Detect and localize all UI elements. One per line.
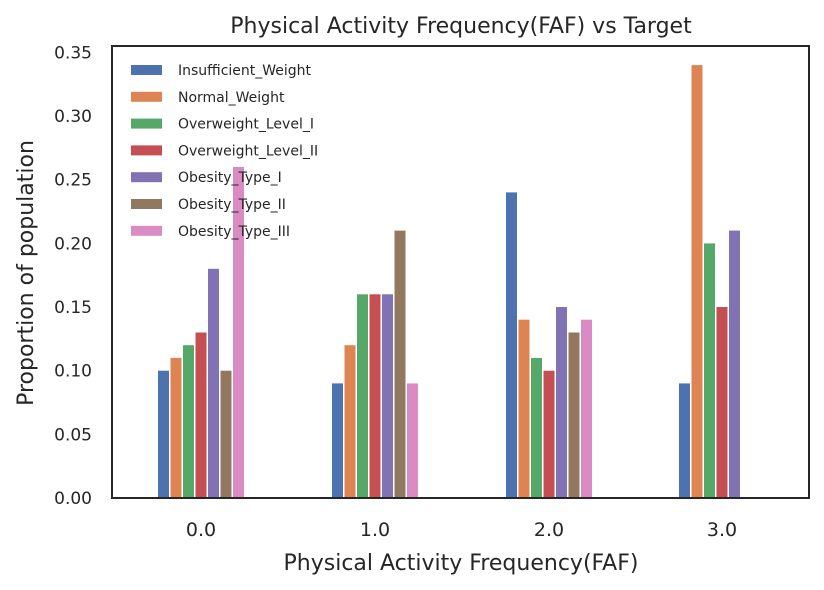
legend-label: Overweight_Level_I (178, 117, 314, 133)
legend-swatch-obesity-type-ii (131, 199, 162, 209)
y-tick-label: 0.05 (54, 425, 92, 445)
x-tick-label: 0.0 (186, 519, 216, 541)
bar-overweight-level-i-0.0 (183, 345, 194, 498)
bar-insufficient-weight-3.0 (679, 383, 690, 498)
y-tick-label: 0.30 (54, 107, 92, 127)
x-tick-label: 3.0 (707, 519, 737, 541)
bar-insufficient-weight-2.0 (506, 192, 517, 498)
x-tick-label: 2.0 (534, 519, 564, 541)
legend: Insufficient_Weight Normal_Weight Overweig… (131, 63, 318, 240)
bar-normal-weight-2.0 (518, 319, 530, 498)
bar-obesity-type-i-0.0 (208, 268, 219, 498)
plot-frame (111, 45, 810, 499)
x-axis-ticks: 0.0 1.0 2.0 3.0 (186, 519, 737, 541)
y-tick-label: 0.10 (54, 362, 92, 382)
y-tick-label: 0.15 (54, 298, 92, 318)
legend-swatch-obesity-type-i (131, 172, 162, 183)
bar-obesity-type-i-2.0 (556, 307, 567, 498)
y-axis-label: Proportion of population (14, 140, 39, 406)
bar-overweight-level-ii-2.0 (543, 370, 555, 498)
bar-normal-weight-3.0 (691, 65, 703, 498)
bar-obesity-type-iii-0.0 (233, 167, 244, 498)
legend-label: Obesity_Type_I (178, 170, 282, 186)
legend-label: Normal_Weight (178, 90, 285, 106)
legend-label: Obesity_Type_II (178, 197, 286, 213)
bars-group (158, 65, 740, 498)
bar-overweight-level-ii-3.0 (716, 307, 728, 498)
bar-overweight-level-i-3.0 (704, 243, 715, 498)
y-tick-label: 0.25 (54, 171, 92, 191)
bar-insufficient-weight-0.0 (158, 370, 169, 498)
bar-insufficient-weight-1.0 (332, 383, 343, 498)
legend-swatch-overweight-level-ii (131, 145, 162, 156)
bar-obesity-type-iii-1.0 (407, 383, 418, 498)
legend-swatch-normal-weight (131, 91, 162, 102)
bar-obesity-type-iii-2.0 (581, 319, 592, 498)
x-tick-label: 1.0 (360, 519, 390, 541)
legend-label: Insufficient_Weight (178, 63, 312, 79)
bar-obesity-type-i-3.0 (729, 230, 740, 498)
bar-overweight-level-ii-0.0 (195, 332, 207, 498)
legend-swatch-insufficient-weight (131, 65, 162, 75)
legend-label: Obesity_Type_III (178, 224, 290, 240)
bar-normal-weight-1.0 (344, 345, 356, 498)
y-tick-label: 0.00 (54, 489, 92, 509)
bar-overweight-level-ii-1.0 (369, 294, 381, 498)
y-tick-label: 0.35 (54, 43, 92, 63)
chart-title: Physical Activity Frequency(FAF) vs Targ… (230, 14, 692, 39)
bar-obesity-type-ii-1.0 (394, 230, 406, 498)
legend-swatch-overweight-level-i (131, 118, 162, 129)
y-axis-ticks: 0.00 0.05 0.10 0.15 0.20 0.25 0.30 0.35 (54, 43, 92, 509)
y-tick-label: 0.20 (54, 234, 92, 254)
bar-overweight-level-i-2.0 (531, 357, 542, 498)
legend-label: Overweight_Level_II (178, 143, 318, 159)
bar-normal-weight-0.0 (170, 357, 182, 498)
x-axis-label: Physical Activity Frequency(FAF) (284, 551, 639, 576)
bar-overweight-level-i-1.0 (357, 294, 368, 498)
legend-swatch-obesity-type-iii (131, 225, 162, 236)
bar-obesity-type-ii-0.0 (220, 370, 232, 498)
bar-obesity-type-i-1.0 (382, 294, 393, 498)
bar-obesity-type-ii-2.0 (568, 332, 580, 498)
